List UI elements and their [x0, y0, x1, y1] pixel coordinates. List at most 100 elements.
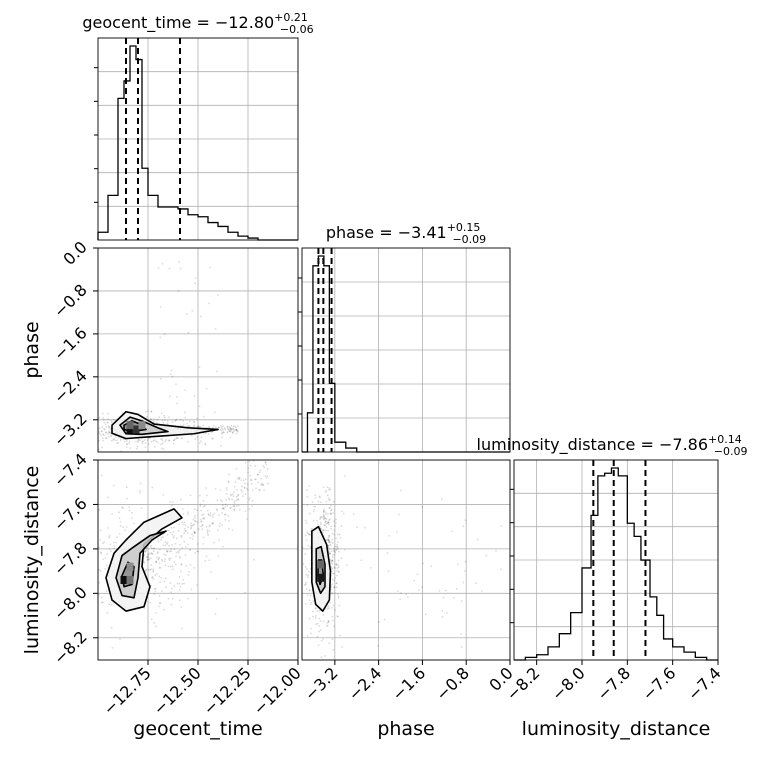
sample-point — [161, 558, 163, 561]
sample-point — [128, 509, 131, 512]
sample-point — [306, 594, 309, 596]
sample-point — [227, 473, 230, 476]
sample-point — [230, 494, 233, 497]
sample-point — [196, 417, 199, 420]
sample-point — [332, 648, 335, 651]
sample-point — [304, 553, 307, 556]
sample-point — [215, 508, 218, 511]
sample-point — [90, 435, 92, 437]
sample-point — [233, 508, 235, 511]
sample-point — [310, 627, 312, 630]
sample-point — [200, 525, 202, 528]
sample-point — [161, 262, 164, 265]
sample-point — [107, 435, 110, 438]
sample-point — [161, 439, 164, 442]
sample-point — [92, 604, 94, 606]
sample-point — [158, 556, 161, 559]
sample-point — [194, 520, 197, 523]
sample-point — [162, 544, 165, 547]
sample-point — [222, 504, 224, 507]
sample-point — [148, 558, 151, 561]
sample-point — [254, 478, 257, 481]
sample-point — [185, 546, 187, 548]
sample-point — [441, 498, 443, 501]
sample-point — [154, 445, 156, 448]
sample-point — [200, 520, 203, 523]
sample-point — [194, 552, 196, 554]
sample-point — [396, 590, 399, 592]
sample-point — [331, 542, 334, 544]
sample-point — [337, 550, 340, 553]
sample-point — [135, 447, 138, 450]
sample-point — [308, 485, 311, 487]
sample-point — [199, 315, 202, 318]
sample-point — [182, 423, 185, 426]
sample-point — [237, 494, 239, 497]
sample-point — [159, 336, 162, 339]
sample-point — [116, 536, 118, 539]
sample-point — [233, 485, 236, 488]
sample-point — [214, 328, 217, 330]
sample-point — [331, 570, 333, 573]
hist-panel-luminosity_distance: luminosity_distance = −7.86+0.14 −0.09 — [477, 433, 747, 661]
panel-content — [80, 456, 298, 660]
sample-point — [179, 498, 182, 501]
sample-point — [158, 575, 161, 578]
sample-point — [144, 550, 147, 553]
sample-point — [165, 438, 168, 441]
sample-point — [181, 582, 184, 585]
sample-point — [323, 517, 326, 520]
sample-point — [399, 598, 402, 601]
sample-point — [132, 522, 135, 525]
sample-point — [319, 620, 322, 622]
sample-point — [227, 430, 229, 433]
sample-point — [95, 442, 97, 444]
sample-point — [328, 507, 331, 509]
sample-point — [171, 501, 174, 504]
sample-point — [196, 425, 199, 428]
sample-point — [160, 577, 163, 579]
sample-point — [161, 590, 163, 592]
sample-point — [250, 479, 253, 482]
sample-point — [248, 508, 251, 511]
sample-point — [101, 412, 104, 415]
sample-point — [168, 439, 170, 442]
sample-point — [327, 529, 329, 532]
sample-point — [58, 421, 60, 423]
sample-point — [464, 519, 467, 522]
sample-point — [400, 592, 402, 595]
sample-point — [251, 500, 254, 502]
sample-point — [80, 520, 82, 522]
sample-point — [214, 426, 217, 429]
y-tick-label: −3.2 — [50, 409, 91, 450]
sample-point — [180, 534, 183, 537]
sample-point — [201, 514, 203, 516]
sample-point — [225, 498, 228, 501]
sample-point — [309, 594, 312, 597]
sample-point — [181, 508, 184, 511]
sample-point — [205, 525, 208, 528]
density-cell — [132, 425, 140, 434]
sample-point — [190, 522, 193, 525]
sample-point — [257, 456, 259, 458]
sample-point — [202, 505, 205, 508]
hist-panel-geocent_time: geocent_time = −12.80+0.21 −0.06 — [82, 11, 314, 241]
sample-point — [441, 616, 444, 618]
sample-point — [104, 423, 107, 426]
sample-point — [177, 290, 180, 292]
sample-point — [171, 533, 174, 536]
sample-point — [148, 552, 151, 555]
sample-point — [109, 431, 112, 434]
sample-point — [138, 439, 141, 442]
sample-point — [163, 560, 166, 563]
sample-point — [306, 504, 309, 507]
sample-point — [110, 421, 113, 424]
sample-point — [336, 546, 339, 549]
sample-point — [314, 505, 317, 508]
sample-point — [217, 554, 220, 557]
sample-point — [179, 557, 182, 559]
sample-point — [229, 430, 231, 433]
x-tick-label: −12.25 — [200, 663, 255, 718]
sample-point — [212, 514, 214, 516]
sample-point — [231, 493, 234, 496]
